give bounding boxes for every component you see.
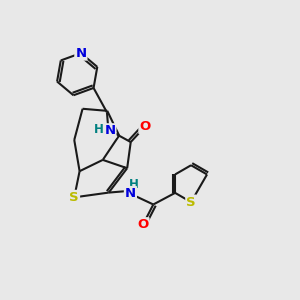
- Text: O: O: [140, 120, 151, 133]
- Text: S: S: [186, 196, 196, 208]
- Text: H: H: [94, 123, 104, 136]
- Text: O: O: [137, 218, 148, 231]
- Text: H: H: [129, 178, 139, 191]
- Text: N: N: [104, 124, 116, 137]
- Text: N: N: [75, 46, 86, 60]
- Text: N: N: [125, 187, 136, 200]
- Text: S: S: [69, 191, 79, 204]
